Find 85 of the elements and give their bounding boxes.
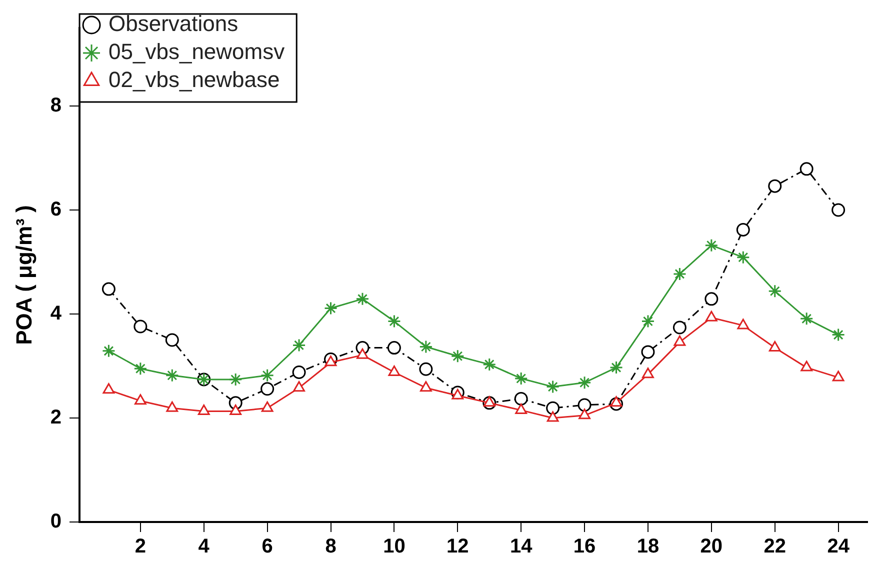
point — [514, 372, 528, 386]
point — [672, 320, 686, 334]
point — [546, 401, 560, 415]
point — [134, 320, 148, 334]
x-tick-label: 24 — [827, 536, 850, 558]
point — [672, 267, 686, 281]
y-tick-label: 6 — [50, 198, 62, 221]
point — [768, 179, 782, 193]
point — [704, 238, 718, 252]
x-tick-label: 16 — [573, 536, 596, 558]
x-tick-label: 18 — [636, 536, 660, 558]
point — [102, 344, 116, 358]
point — [578, 408, 590, 420]
y-tick-label: 8 — [50, 94, 62, 117]
x-tick-label: 6 — [262, 536, 273, 558]
point — [705, 310, 718, 322]
y-tick-label: 2 — [50, 406, 62, 429]
point — [546, 411, 559, 422]
point — [102, 383, 115, 394]
point — [674, 335, 686, 346]
point — [261, 401, 274, 412]
x-tick-label: 12 — [446, 536, 469, 558]
point — [165, 368, 179, 382]
y-tick-label: 0 — [50, 510, 62, 533]
point — [134, 362, 148, 376]
point — [419, 340, 433, 354]
point — [324, 302, 338, 316]
point — [832, 370, 844, 382]
point — [704, 292, 718, 306]
point — [610, 360, 624, 374]
point — [419, 362, 433, 376]
point — [641, 345, 655, 359]
point — [356, 348, 368, 359]
point — [482, 358, 496, 372]
legend-label: 02_vbs_newbase — [108, 67, 280, 92]
point — [292, 338, 306, 352]
point — [420, 381, 432, 392]
point — [800, 162, 814, 176]
point — [228, 372, 242, 386]
y-tick-label: 4 — [50, 302, 62, 325]
point — [260, 368, 274, 382]
point — [642, 368, 654, 378]
x-tick-label: 22 — [764, 536, 786, 558]
point — [483, 396, 496, 407]
point — [165, 333, 179, 347]
point — [134, 394, 146, 405]
y-axis-title: POA ( μg/m³ ) — [11, 205, 36, 345]
x-tick-label: 4 — [198, 536, 210, 558]
point — [515, 403, 528, 414]
point — [546, 380, 560, 394]
point — [514, 392, 528, 406]
point — [293, 381, 305, 392]
x-tick-label: 8 — [325, 536, 336, 558]
point — [768, 341, 781, 352]
point — [737, 318, 750, 330]
point — [768, 284, 782, 298]
legend-label: Observations — [108, 11, 238, 36]
point — [166, 401, 178, 412]
point — [736, 250, 750, 264]
x-tick-label: 2 — [134, 536, 146, 558]
point — [800, 312, 814, 326]
point — [578, 398, 592, 412]
point — [832, 328, 846, 342]
point — [260, 382, 274, 396]
point — [102, 282, 116, 296]
x-tick-label: 10 — [383, 536, 406, 558]
point — [387, 314, 401, 328]
point — [450, 349, 464, 363]
point — [610, 396, 622, 407]
point — [800, 360, 813, 372]
point — [641, 314, 655, 328]
point — [198, 404, 210, 415]
legend-label: 05_vbs_newomsv — [108, 39, 285, 64]
point — [578, 376, 592, 390]
point — [230, 404, 242, 415]
point — [324, 356, 337, 366]
point — [356, 292, 370, 306]
point — [387, 341, 401, 355]
x-tick-label: 14 — [510, 536, 534, 558]
point — [832, 203, 846, 217]
point — [292, 365, 306, 379]
x-tick-label: 20 — [700, 536, 723, 558]
point — [452, 388, 464, 400]
point — [736, 223, 750, 237]
point — [388, 365, 400, 376]
